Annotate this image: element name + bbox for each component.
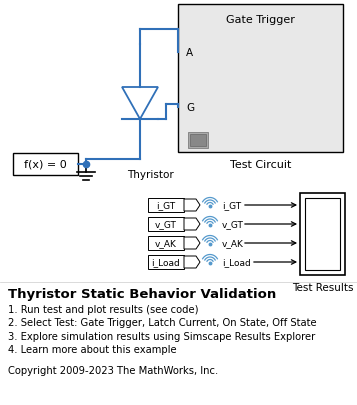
FancyBboxPatch shape <box>148 198 184 213</box>
Text: i_GT: i_GT <box>222 201 241 210</box>
Text: Test Results: Test Results <box>292 282 353 292</box>
FancyBboxPatch shape <box>148 237 184 250</box>
Text: Gate Trigger: Gate Trigger <box>226 15 295 25</box>
Text: v_AK: v_AK <box>222 239 244 248</box>
Text: i_GT: i_GT <box>156 201 176 210</box>
FancyBboxPatch shape <box>13 153 78 175</box>
Text: A: A <box>186 48 193 58</box>
FancyBboxPatch shape <box>148 256 184 269</box>
FancyBboxPatch shape <box>178 5 343 153</box>
Text: Thyristor Static Behavior Validation: Thyristor Static Behavior Validation <box>8 287 276 300</box>
FancyBboxPatch shape <box>305 198 340 270</box>
Text: 2. Select Test: Gate Trigger, Latch Current, On State, Off State: 2. Select Test: Gate Trigger, Latch Curr… <box>8 318 317 328</box>
Text: v_GT: v_GT <box>222 220 244 229</box>
Text: v_GT: v_GT <box>155 220 177 229</box>
Text: 3. Explore simulation results using Simscape Results Explorer: 3. Explore simulation results using Sims… <box>8 331 315 341</box>
Text: G: G <box>186 103 194 113</box>
Polygon shape <box>184 256 200 269</box>
Text: f(x) = 0: f(x) = 0 <box>24 160 67 170</box>
FancyBboxPatch shape <box>188 133 208 149</box>
Polygon shape <box>184 218 200 230</box>
Text: Copyright 2009-2023 The MathWorks, Inc.: Copyright 2009-2023 The MathWorks, Inc. <box>8 365 218 375</box>
Text: Test Circuit: Test Circuit <box>230 160 291 170</box>
Text: 4. Learn more about this example: 4. Learn more about this example <box>8 345 177 355</box>
Polygon shape <box>184 237 200 249</box>
FancyBboxPatch shape <box>190 135 206 147</box>
FancyBboxPatch shape <box>300 194 345 275</box>
Text: Thyristor: Thyristor <box>127 170 174 179</box>
Text: 1. Run test and plot results (see code): 1. Run test and plot results (see code) <box>8 304 198 314</box>
Polygon shape <box>184 200 200 211</box>
Text: i_Load: i_Load <box>152 258 180 267</box>
FancyBboxPatch shape <box>148 217 184 231</box>
Text: v_AK: v_AK <box>155 239 177 248</box>
Text: i_Load: i_Load <box>222 258 251 267</box>
